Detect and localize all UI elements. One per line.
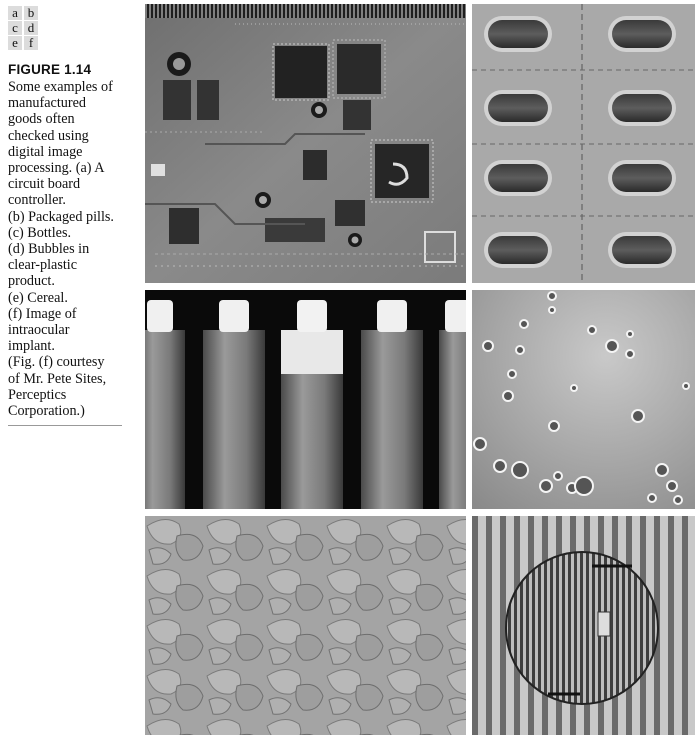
caption-line: of Mr. Pete Sites, [8, 370, 107, 387]
caption-line: (f) Image of [8, 305, 77, 322]
caption-line: (c) Bottles. [8, 224, 72, 241]
caption-line: Some examples of [8, 79, 113, 95]
caption-line: manufactured [8, 95, 86, 112]
caption-line: checked using [8, 127, 89, 144]
figure-label: FIGURE 1.14 [8, 62, 92, 77]
bubbles-image [472, 290, 695, 509]
panel-f-intraocular-implant [472, 516, 695, 735]
circuit-board-image [145, 4, 466, 283]
caption-line: processing. (a) A [8, 160, 105, 177]
caption-line: circuit board [8, 176, 81, 193]
key-a: a [8, 6, 22, 20]
caption-line: product. [8, 273, 55, 290]
panel-c-bottles [145, 290, 466, 509]
caption-line: (b) Packaged pills. [8, 208, 114, 225]
caption-line: clear-plastic [8, 257, 78, 274]
panel-d-bubbles [472, 290, 695, 509]
key-c: c [8, 21, 22, 35]
key-e: e [8, 36, 22, 50]
caption-line: (Fig. (f) courtesy [8, 354, 105, 371]
key-b: b [24, 6, 38, 20]
caption-line: (d) Bubbles in [8, 241, 90, 258]
caption-rule [8, 425, 122, 426]
caption-line: (e) Cereal. [8, 289, 68, 306]
caption-line: implant. [8, 338, 55, 355]
caption-line: intraocular [8, 322, 70, 339]
panel-layout-key: a b c d e f [8, 6, 40, 51]
panel-e-cereal [145, 516, 466, 735]
caption-line: controller. [8, 192, 66, 209]
caption-line: digital image [8, 143, 83, 160]
pills-image [472, 4, 695, 283]
caption-line: Corporation.) [8, 403, 85, 420]
figure-caption: Some examples of manufactured goods ofte… [8, 79, 132, 419]
panel-a-circuit-board [145, 4, 466, 283]
implant-image [472, 516, 695, 735]
key-f: f [24, 36, 38, 50]
bottles-image [145, 290, 466, 509]
panel-b-packaged-pills [472, 4, 695, 283]
caption-line: goods often [8, 111, 75, 128]
caption-line: Perceptics [8, 386, 67, 403]
cereal-image [145, 516, 466, 735]
key-d: d [24, 21, 38, 35]
